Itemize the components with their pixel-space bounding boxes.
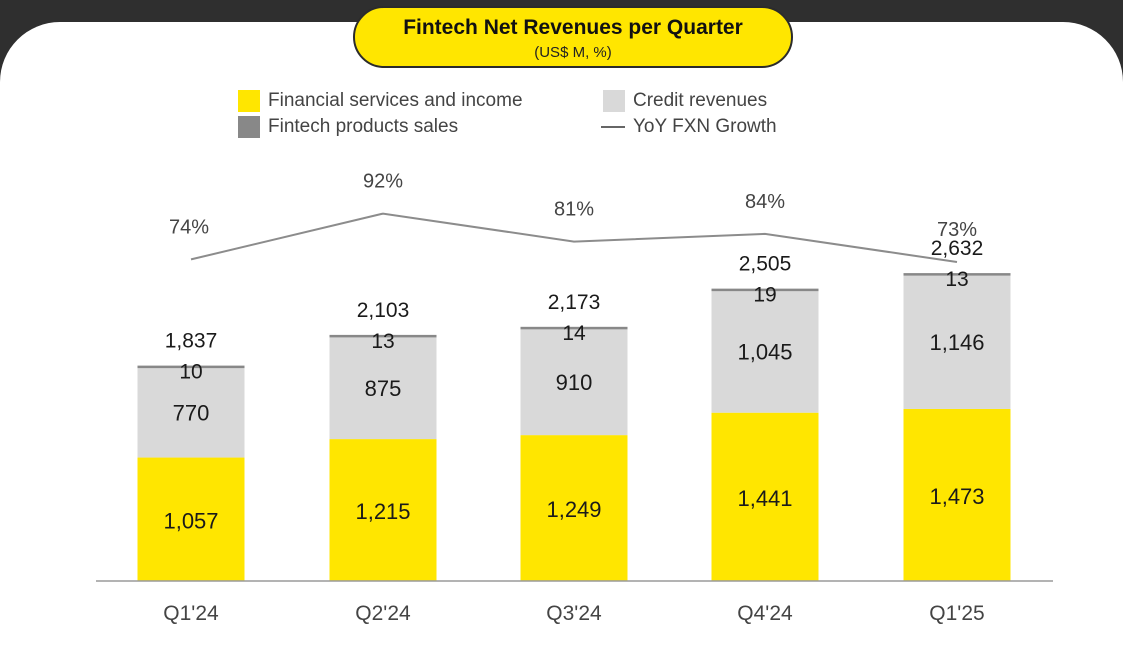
bar-financial-3: [711, 412, 819, 581]
label-credit-0: 770: [173, 401, 210, 426]
label-products-2: 14: [562, 322, 586, 345]
bar-credit-2: [520, 328, 628, 436]
legend-swatch-products: [238, 116, 260, 138]
label-total-4: 2,632: [931, 237, 984, 260]
bar-credit-4: [903, 275, 1011, 409]
label-financial-4: 1,473: [929, 484, 984, 509]
label-credit-1: 875: [365, 376, 402, 401]
legend-label-growth: YoY FXN Growth: [633, 116, 777, 137]
label-total-0: 1,837: [165, 330, 218, 353]
legend-line-growth: [601, 126, 625, 128]
legend-label-products: Fintech products sales: [268, 116, 459, 137]
legend-swatch-financial: [238, 90, 260, 112]
bar-products-4: [903, 273, 1011, 276]
growth-label-4: 73%: [937, 219, 977, 241]
x-tick-label-2: Q3'24: [546, 602, 602, 625]
bar-products-2: [520, 326, 628, 330]
bar-products-0: [137, 365, 245, 369]
bar-financial-4: [903, 408, 1011, 581]
bar-financial-0: [137, 457, 245, 581]
chart-svg: 1,057 770 10 1,837 Q1'24 1,215 875 13 2,103 Q2'24…: [96, 171, 1053, 625]
bar-credit-1: [329, 336, 437, 440]
growth-label-1: 92%: [363, 171, 403, 193]
bar-financial-2: [520, 435, 628, 581]
legend-item-products: Fintech products sales: [238, 116, 458, 138]
x-tick-label-4: Q1'25: [929, 602, 984, 625]
label-total-3: 2,505: [739, 253, 792, 276]
legend-item-growth: YoY FXN Growth: [601, 116, 777, 138]
label-financial-3: 1,441: [737, 486, 792, 511]
label-financial-1: 1,215: [355, 499, 410, 524]
legend-label-credit: Credit revenues: [633, 90, 768, 111]
label-financial-2: 1,249: [546, 497, 601, 522]
label-total-1: 2,103: [357, 299, 410, 322]
x-tick-label-1: Q2'24: [355, 602, 411, 625]
label-financial-0: 1,057: [163, 508, 218, 533]
bar-credit-0: [137, 367, 245, 458]
legend-label-financial: Financial services and income: [268, 90, 523, 111]
chart-title-pill: Fintech Net Revenues per Quarter (US$ M,…: [353, 6, 793, 68]
chart-title: Fintech Net Revenues per Quarter: [403, 16, 743, 39]
growth-label-3: 84%: [745, 191, 785, 213]
chart-subtitle: (US$ M, %): [534, 44, 612, 61]
growth-line: [190, 212, 958, 263]
x-tick-label-3: Q4'24: [737, 602, 793, 625]
legend-item-financial: Financial services and income: [238, 90, 523, 112]
label-credit-4: 1,146: [929, 330, 984, 355]
label-credit-2: 910: [556, 370, 593, 395]
growth-label-0: 74%: [169, 216, 209, 238]
growth-label-2: 81%: [554, 199, 594, 221]
x-tick-label-0: Q1'24: [163, 602, 219, 625]
bar-products-1: [329, 334, 437, 338]
label-products-1: 13: [371, 330, 394, 353]
legend-item-credit: Credit revenues: [603, 90, 767, 112]
bar-products-3: [711, 288, 819, 292]
label-products-4: 13: [945, 268, 968, 291]
bar-financial-1: [329, 439, 437, 581]
label-credit-3: 1,045: [737, 340, 792, 365]
label-products-0: 10: [179, 361, 202, 384]
label-total-2: 2,173: [548, 291, 601, 314]
label-products-3: 19: [753, 284, 776, 307]
legend-swatch-credit: [603, 90, 625, 112]
bar-credit-3: [711, 290, 819, 413]
